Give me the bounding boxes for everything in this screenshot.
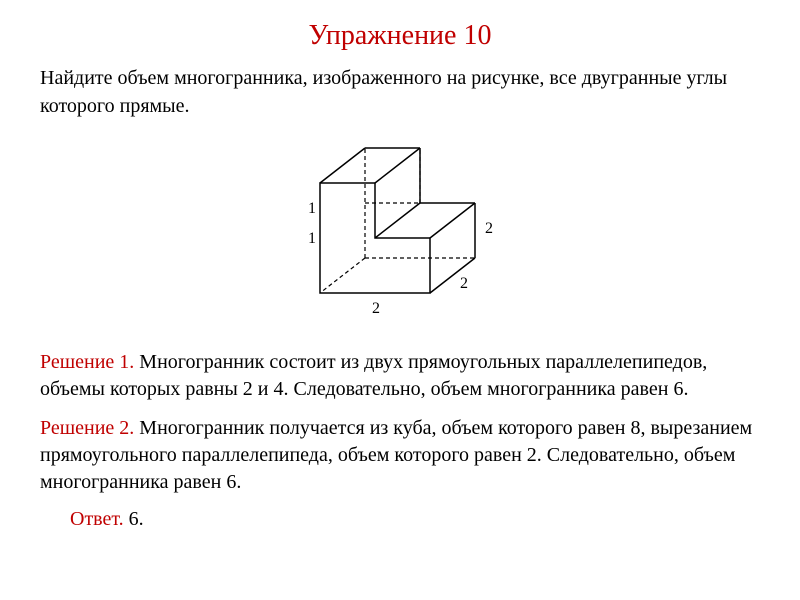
solution-1: Решение 1. Многогранник состоит из двух … — [40, 349, 760, 403]
dim-label-2c: 2 — [372, 300, 380, 317]
answer-value: 6. — [124, 508, 144, 530]
answer-label: Ответ. — [70, 508, 124, 530]
dim-label-1a: 1 — [308, 200, 316, 217]
polyhedron-svg: 1 1 2 2 2 — [280, 128, 520, 328]
solution-1-text: Многогранник состоит из двух прямоугольн… — [40, 351, 707, 400]
polyhedron-diagram: 1 1 2 2 2 — [40, 128, 760, 333]
solution-2-text: Многогранник получается из куба, объем к… — [40, 417, 752, 493]
exercise-title: Упражнение 10 — [40, 20, 760, 52]
dim-label-2b: 2 — [460, 275, 468, 292]
dim-label-1b: 1 — [308, 230, 316, 247]
solution-2-label: Решение 2. — [40, 417, 134, 439]
solution-2: Решение 2. Многогранник получается из ку… — [40, 415, 760, 496]
solution-1-label: Решение 1. — [40, 351, 134, 373]
problem-statement: Найдите объем многогранника, изображенно… — [40, 64, 760, 120]
dim-label-2a: 2 — [485, 220, 493, 237]
answer-line: Ответ. 6. — [40, 508, 760, 531]
